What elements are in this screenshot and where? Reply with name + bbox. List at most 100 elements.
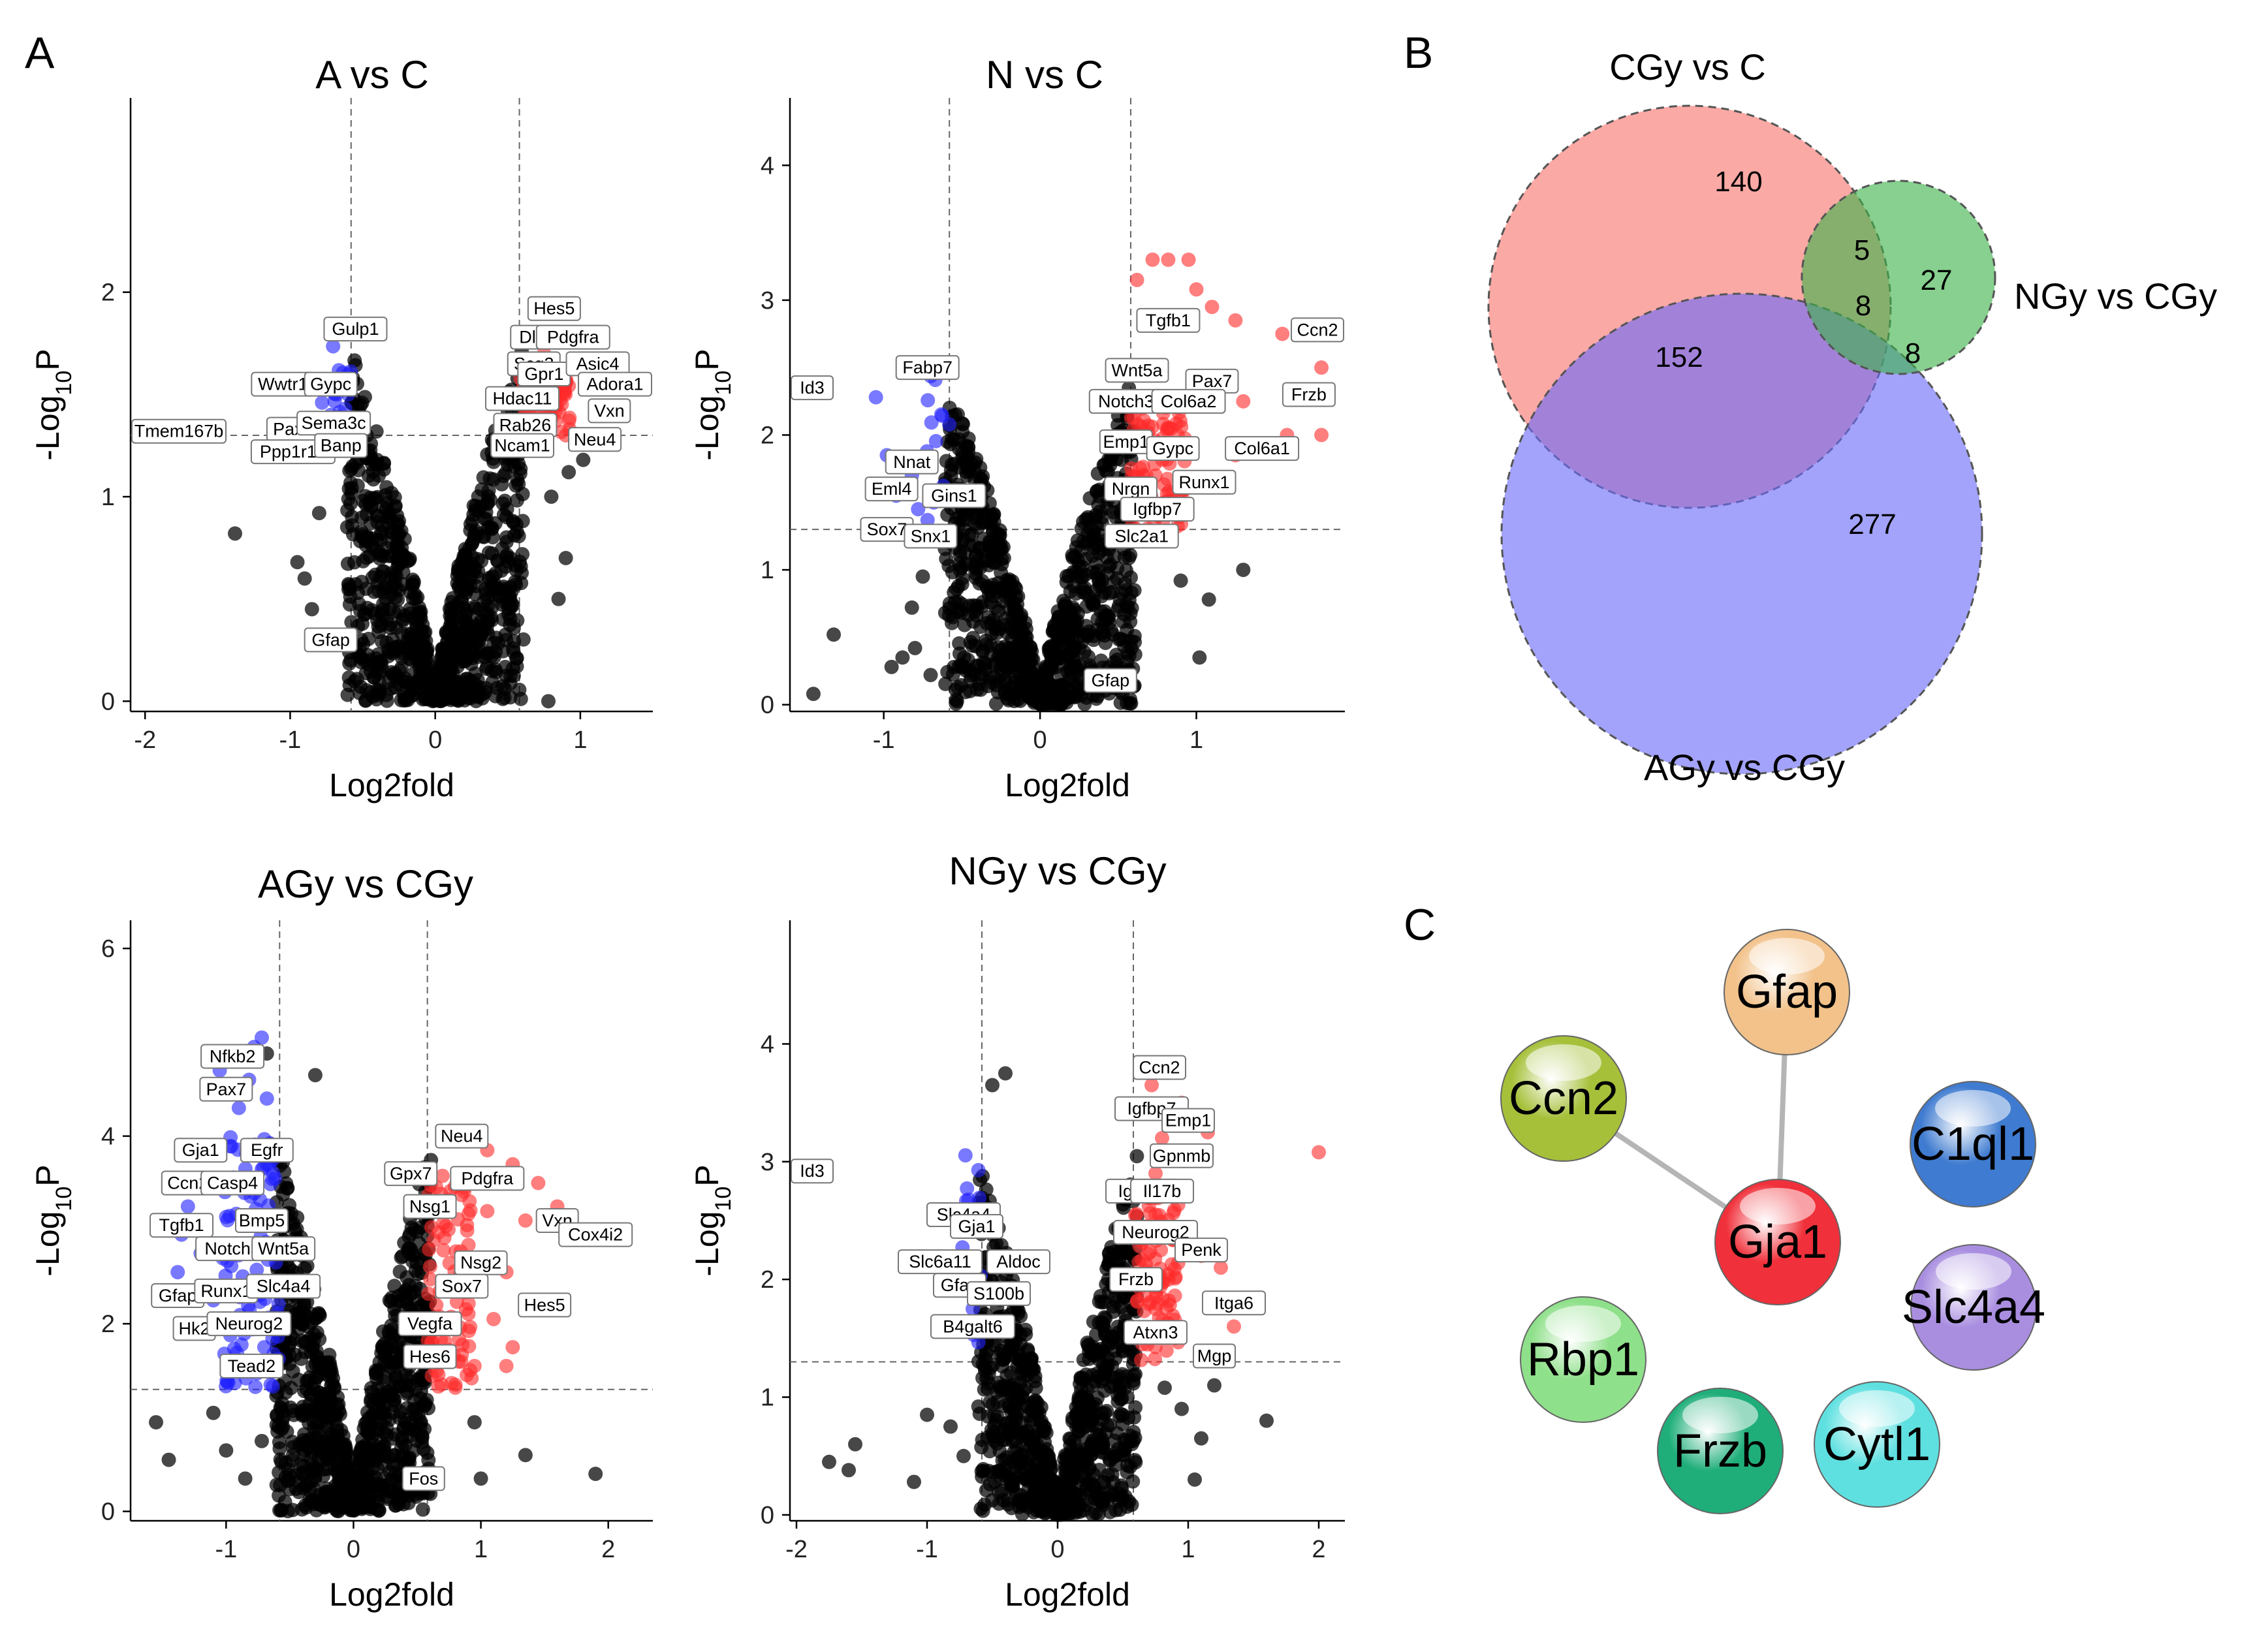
gene-label-box xyxy=(1136,307,1201,333)
down-point xyxy=(972,1191,987,1206)
gene-labels: Tmem167bWwtr1Pax7Ppp1r17Gulp1GypcSema3cB… xyxy=(131,296,652,653)
venn-count-agy-only: 277 xyxy=(1848,508,1896,540)
ns-point xyxy=(304,1315,319,1330)
gene-label: Frzb xyxy=(1118,1269,1154,1289)
ns-point xyxy=(1129,1149,1144,1164)
plot-title: N vs C xyxy=(986,53,1103,97)
ns-point xyxy=(1078,585,1093,600)
y-tick-label: 2 xyxy=(761,422,774,449)
ns-point xyxy=(469,688,484,703)
y-tick-label: 1 xyxy=(761,557,774,584)
up-point xyxy=(1181,252,1196,267)
ns-point xyxy=(1048,624,1063,639)
down-point xyxy=(180,1199,195,1214)
ns-point xyxy=(1043,659,1058,674)
ns-point xyxy=(290,555,305,570)
ns-point xyxy=(161,1452,176,1467)
up-point xyxy=(462,1339,477,1354)
ns-point xyxy=(1106,1475,1121,1490)
y-tick-label: 4 xyxy=(101,1123,115,1151)
gene-label: Gja1 xyxy=(182,1140,219,1160)
plot-title: AGy vs CGy xyxy=(258,862,473,906)
up-point xyxy=(462,1324,477,1339)
down-point xyxy=(934,407,949,422)
network-node-slc4a4: Slc4a4 xyxy=(1902,1244,2045,1371)
down-point xyxy=(921,393,936,408)
ns-point xyxy=(1070,533,1085,548)
gene-label: Sox7 xyxy=(867,520,907,539)
ns-point xyxy=(967,463,982,478)
ns-point xyxy=(471,489,486,504)
panel-letter-b: B xyxy=(1404,28,1433,78)
down-point xyxy=(924,415,939,430)
up-point xyxy=(423,1272,438,1287)
network-node-c1ql1: C1ql1 xyxy=(1910,1081,2036,1207)
network-node-highlight xyxy=(1526,1044,1601,1081)
ns-point xyxy=(544,490,559,504)
venn-circle-ngy-vs-cgy xyxy=(1801,179,1996,375)
ns-point xyxy=(354,1440,370,1456)
ns-point xyxy=(307,1068,323,1083)
volcano-plot-agy-vs-cgy: AGy vs CGy-1 0 1 20246Log2fold-Log10PNfkb2P… xyxy=(29,862,653,1613)
ns-point xyxy=(322,1347,337,1362)
ns-point xyxy=(938,676,953,691)
gene-label: Hdac11 xyxy=(492,389,552,409)
up-point xyxy=(1275,326,1290,341)
x-tick-label: -2 xyxy=(134,726,156,754)
ns-point xyxy=(228,526,242,541)
gene-label-box xyxy=(450,1166,525,1191)
ns-point xyxy=(353,534,368,549)
ns-point xyxy=(331,1433,346,1448)
ns-point xyxy=(377,1347,392,1362)
ns-point xyxy=(1058,599,1073,614)
gene-label: Banp xyxy=(321,436,362,456)
gene-label: Bmp5 xyxy=(239,1211,285,1230)
up-point xyxy=(435,1168,450,1183)
gene-label: Igfbp7 xyxy=(1133,499,1182,519)
up-point xyxy=(531,1176,546,1191)
gene-label-box xyxy=(1124,1320,1188,1345)
gene-label-box xyxy=(967,1281,1031,1306)
up-point xyxy=(505,1340,520,1355)
gene-label: Hes6 xyxy=(409,1347,450,1366)
gene-label-box xyxy=(323,317,388,342)
ns-point xyxy=(392,1264,407,1279)
ns-point xyxy=(356,1421,371,1436)
ns-point xyxy=(366,1407,381,1422)
ns-point xyxy=(952,636,967,651)
ns-point xyxy=(981,610,996,625)
ns-point xyxy=(895,650,910,665)
network-node-label: Frzb xyxy=(1673,1425,1767,1477)
ns-point xyxy=(316,1469,331,1484)
x-tick-label: 0 xyxy=(1033,726,1047,754)
ns-point xyxy=(394,1250,409,1265)
panel-letter-c: C xyxy=(1404,900,1436,950)
down-point xyxy=(248,1379,263,1394)
ns-point xyxy=(1093,504,1108,519)
gene-label-box xyxy=(490,433,554,458)
gene-label: Pdgfra xyxy=(547,328,600,347)
ns-point xyxy=(469,579,484,594)
ns-point xyxy=(996,1493,1011,1508)
y-tick-label: 6 xyxy=(101,935,115,963)
y-tick-label: 3 xyxy=(761,1149,774,1176)
ns-point xyxy=(1068,660,1083,675)
ns-point xyxy=(341,491,356,506)
y-tick-label: 0 xyxy=(761,692,774,719)
ns-point xyxy=(1069,625,1084,640)
ns-point xyxy=(339,1468,354,1483)
ns-point xyxy=(1069,1442,1084,1457)
gene-label: Aldoc xyxy=(996,1252,1041,1271)
gene-label: Neu4 xyxy=(574,429,616,449)
y-axis-label: -Log10P xyxy=(689,1164,736,1276)
ns-point xyxy=(980,553,995,568)
gene-label: Wnt5a xyxy=(258,1239,309,1258)
plot-title: A vs C xyxy=(315,53,428,97)
ns-point xyxy=(314,1413,329,1428)
ns-point xyxy=(374,634,389,649)
gene-label-box xyxy=(986,1249,1050,1275)
x-tick-label: 0 xyxy=(428,726,442,754)
gene-label-box xyxy=(1104,523,1179,549)
ns-point xyxy=(994,581,1009,596)
ns-point xyxy=(998,1066,1013,1081)
